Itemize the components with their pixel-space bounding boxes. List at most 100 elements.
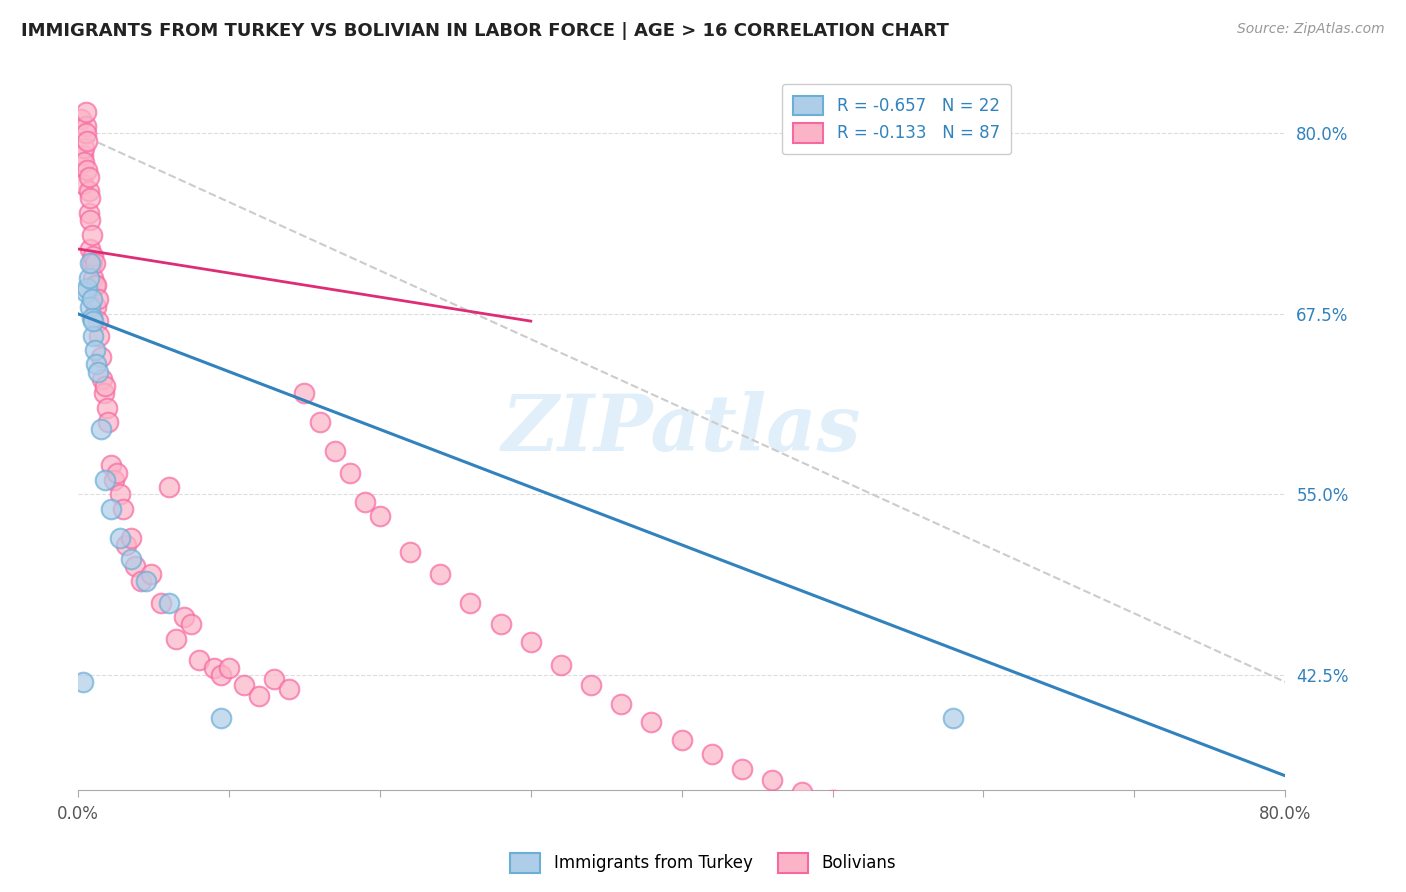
Point <box>97 415 120 429</box>
Point <box>120 531 142 545</box>
Point <box>294 386 316 401</box>
Point <box>110 531 132 545</box>
Point <box>80 311 103 326</box>
Point <box>323 444 346 458</box>
Point <box>202 660 225 674</box>
Point <box>610 697 633 711</box>
Point <box>90 350 112 364</box>
Legend: Immigrants from Turkey, Bolivians: Immigrants from Turkey, Bolivians <box>503 847 903 880</box>
Point <box>110 487 132 501</box>
Point <box>115 538 138 552</box>
Point <box>76 134 98 148</box>
Point <box>579 678 602 692</box>
Point <box>79 191 101 205</box>
Point <box>233 678 256 692</box>
Point <box>87 314 110 328</box>
Point <box>1063 837 1085 851</box>
Point <box>852 802 875 816</box>
Point <box>550 657 572 672</box>
Point <box>339 466 361 480</box>
Point <box>1032 834 1054 848</box>
Point <box>278 682 301 697</box>
Point <box>135 574 157 588</box>
Point <box>75 285 97 300</box>
Point <box>79 300 101 314</box>
Point <box>72 177 94 191</box>
Text: Source: ZipAtlas.com: Source: ZipAtlas.com <box>1237 22 1385 37</box>
Point <box>353 494 375 508</box>
Point <box>76 162 98 177</box>
Point <box>731 762 754 776</box>
Point <box>77 270 100 285</box>
Point <box>93 386 115 401</box>
Point <box>972 826 994 840</box>
Point <box>489 617 512 632</box>
Point <box>761 773 783 788</box>
Point <box>87 365 110 379</box>
Point <box>173 610 195 624</box>
Point <box>103 473 125 487</box>
Point <box>76 281 98 295</box>
Point <box>75 127 97 141</box>
Point <box>80 227 103 242</box>
Point <box>120 552 142 566</box>
Point <box>1002 830 1025 845</box>
Point <box>77 206 100 220</box>
Point <box>82 249 104 263</box>
Point <box>82 314 104 328</box>
Point <box>87 293 110 307</box>
Point <box>131 574 153 588</box>
Point <box>700 747 723 761</box>
Point <box>96 401 118 415</box>
Point <box>73 141 96 155</box>
Point <box>112 501 135 516</box>
Point <box>124 559 146 574</box>
Point <box>84 300 107 314</box>
Point <box>671 732 693 747</box>
Point <box>79 213 101 227</box>
Point <box>1092 839 1115 854</box>
Point <box>77 169 100 184</box>
Point <box>83 343 105 357</box>
Point <box>247 690 270 704</box>
Point <box>139 566 162 581</box>
Point <box>89 328 111 343</box>
Point <box>520 634 543 648</box>
Point <box>105 466 128 480</box>
Point <box>80 256 103 270</box>
Point <box>640 715 662 730</box>
Point <box>80 293 103 307</box>
Point <box>91 372 114 386</box>
Point <box>79 256 101 270</box>
Point <box>82 328 104 343</box>
Point <box>157 596 180 610</box>
Point <box>942 822 965 837</box>
Point <box>72 148 94 162</box>
Point <box>399 545 422 559</box>
Point <box>94 473 117 487</box>
Point <box>429 566 451 581</box>
Point <box>77 184 100 198</box>
Text: IMMIGRANTS FROM TURKEY VS BOLIVIAN IN LABOR FORCE | AGE > 16 CORRELATION CHART: IMMIGRANTS FROM TURKEY VS BOLIVIAN IN LA… <box>21 22 949 40</box>
Point <box>211 667 233 681</box>
Point <box>84 358 107 372</box>
Point <box>90 422 112 436</box>
Point <box>73 155 96 169</box>
Point <box>792 784 814 798</box>
Point <box>94 379 117 393</box>
Point <box>70 112 93 126</box>
Point <box>882 811 904 825</box>
Point <box>157 480 180 494</box>
Point <box>180 617 202 632</box>
Point <box>187 653 209 667</box>
Point <box>211 711 233 725</box>
Point <box>150 596 173 610</box>
Point <box>100 458 122 473</box>
Point <box>75 120 97 134</box>
Point <box>942 711 965 725</box>
Legend: R = -0.657   N = 22, R = -0.133   N = 87: R = -0.657 N = 22, R = -0.133 N = 87 <box>782 84 1011 154</box>
Point <box>912 816 935 830</box>
Point <box>263 672 285 686</box>
Point <box>83 278 105 293</box>
Point <box>368 508 391 523</box>
